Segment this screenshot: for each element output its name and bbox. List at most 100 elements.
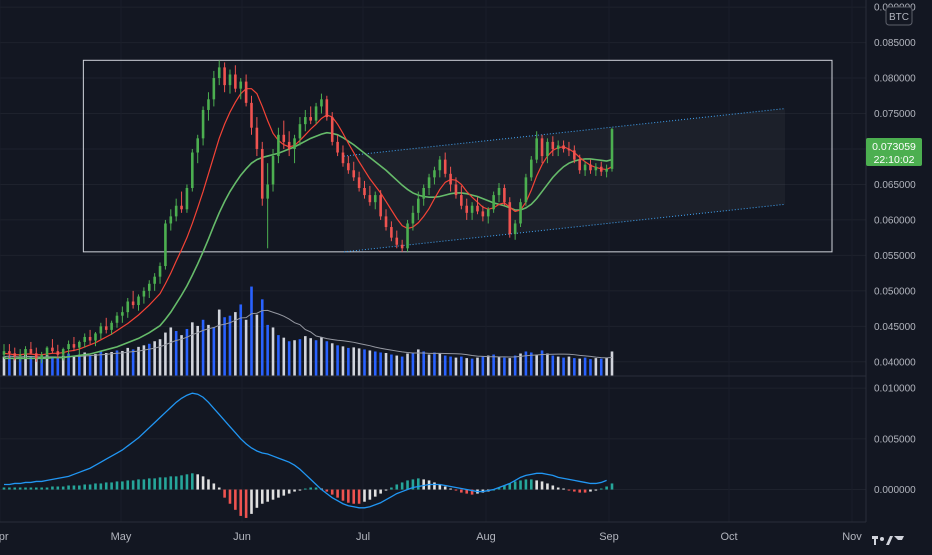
volume-bar (147, 343, 151, 376)
month-label-3: Jul (356, 531, 370, 543)
macd-histogram-bar (610, 483, 614, 490)
macd-histogram-bar (24, 487, 27, 490)
volume-bar (287, 341, 291, 376)
candle-body (228, 74, 232, 86)
macd-axis[interactable]: 0.010000 0.005000 0.000000 (874, 384, 916, 496)
candle-body (51, 347, 54, 352)
volume-bar (325, 341, 329, 376)
candle-body (320, 99, 323, 107)
month-label-7: Nov (842, 531, 862, 543)
macd-histogram-bar (228, 489, 232, 504)
candle-body (438, 159, 442, 171)
last-price-value: 0.073059 (872, 141, 916, 153)
last-price-tag: 0.073059 22:10:02 (866, 138, 922, 166)
macd-histogram-bar (347, 489, 350, 503)
tradingview-logo-icon[interactable] (872, 536, 904, 545)
candle-body (115, 315, 119, 323)
currency-badge[interactable]: BTC (885, 6, 913, 26)
macd-histogram-bar (99, 483, 103, 490)
candle-body (433, 170, 436, 178)
macd-histogram-bar (201, 476, 205, 490)
macd-histogram-bar (164, 477, 167, 490)
macd-histogram-bar (293, 489, 296, 492)
candle-body (400, 244, 404, 249)
volume-bar (357, 348, 361, 376)
price-tick-10: 0.040000 (874, 357, 916, 368)
candle-body (535, 138, 538, 160)
candle-body (384, 216, 388, 228)
candle-body (347, 163, 350, 171)
candle-body (260, 148, 264, 199)
candle-body (540, 138, 544, 157)
macd-histogram-bar (78, 485, 81, 490)
macd-histogram-bar (556, 487, 560, 490)
channel-upper-line (343, 108, 786, 157)
candle-body (217, 67, 221, 79)
macd-histogram-bar (72, 485, 76, 490)
candle-body (406, 223, 409, 249)
macd-histogram-bar (438, 484, 442, 490)
macd-histogram-bar (373, 489, 377, 497)
candle-body (583, 164, 587, 171)
volume-bar (78, 354, 81, 376)
macd-histogram-bar (519, 480, 522, 490)
candle-body (99, 326, 103, 334)
candle-body (83, 336, 87, 342)
macd-histogram-bar (137, 479, 140, 490)
macd-histogram-bar (540, 481, 544, 490)
macd-histogram-bar (51, 486, 54, 490)
candle-body (266, 184, 269, 199)
volume-bar (228, 315, 232, 376)
macd-histogram-bar (110, 482, 113, 490)
volume-bar (271, 327, 275, 376)
volume-bar (126, 347, 130, 376)
macd-histogram-bar (599, 488, 603, 490)
macd-histogram-bar (217, 487, 221, 490)
macd-histogram-bar (45, 487, 49, 490)
price-tick-1: 0.085000 (874, 38, 916, 49)
time-axis[interactable]: Apr May Jun Jul Aug Sep Oct Nov (0, 531, 862, 543)
candle-body (191, 152, 194, 188)
candle-body (449, 173, 452, 185)
volume-bar (573, 358, 576, 376)
macd-histogram-bar (304, 488, 307, 490)
volume-bar (347, 347, 350, 376)
volume-bar (481, 356, 485, 376)
macd-tick-2: 0.000000 (874, 485, 916, 496)
macd-histogram-bar (336, 489, 339, 498)
volume-bar (363, 349, 366, 376)
macd-histogram-bar (368, 489, 372, 500)
candle-body (594, 166, 598, 171)
candle-body (422, 188, 425, 199)
volume-bar (250, 286, 253, 376)
candle-body (390, 227, 393, 238)
candle-body (395, 237, 399, 245)
macd-histogram-bar (185, 474, 189, 490)
candle-body (126, 301, 130, 313)
macd-histogram-bar (255, 489, 259, 508)
candle-body (341, 152, 345, 164)
currency-badge-label: BTC (889, 12, 909, 23)
volume-bar (341, 346, 345, 376)
volume-bar (153, 341, 156, 376)
volume-bar (562, 357, 565, 376)
candle-body (486, 209, 490, 217)
candle-body (357, 177, 361, 188)
volume-bar (422, 351, 425, 376)
month-label-4: Aug (476, 531, 496, 543)
volume-bar (2, 356, 6, 376)
volume-bar (540, 350, 544, 376)
volume-bar (465, 358, 469, 376)
candle-body (508, 202, 512, 235)
volume-bar (34, 358, 38, 376)
volume-bar (546, 353, 549, 376)
macd-histogram-bar (594, 489, 598, 491)
candle-body (454, 184, 458, 196)
volume-bar (158, 339, 162, 376)
candle-body (13, 353, 17, 357)
candle-body (207, 99, 210, 110)
candle-body (185, 188, 189, 210)
macd-histogram-bar (357, 489, 361, 504)
